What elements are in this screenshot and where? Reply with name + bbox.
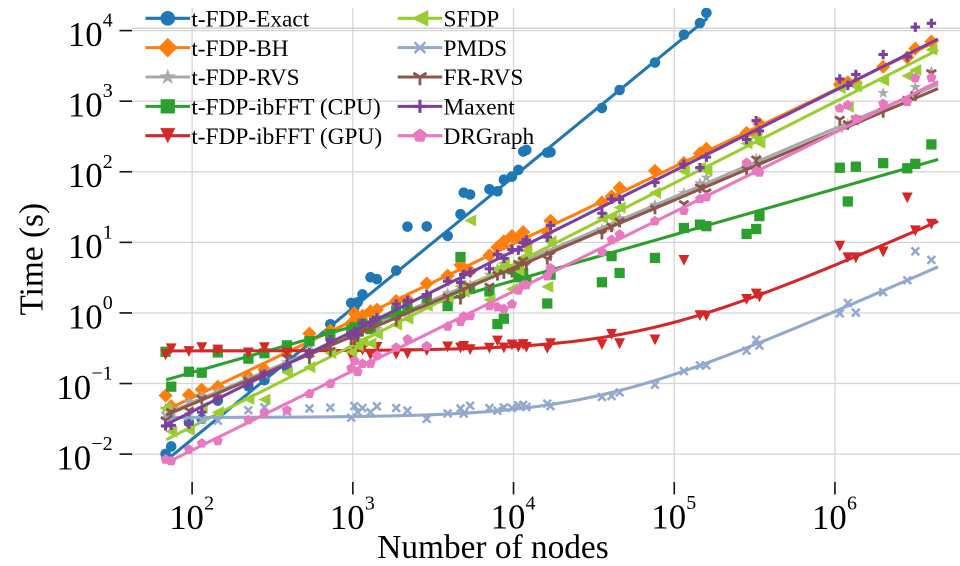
svg-text:t-FDP-ibFFT (CPU): t-FDP-ibFFT (CPU) [191,95,380,121]
svg-text:PMDS: PMDS [444,36,508,62]
svg-text:1 0 5: 1 0 5 [651,492,696,536]
svg-text:1 0 2: 1 0 2 [169,492,214,536]
svg-text:1 0 6: 1 0 6 [812,492,857,536]
svg-text:1 0 −: 1 0 − 1 [56,359,112,406]
svg-text:1 0 3: 1 0 3 [330,492,375,536]
svg-text:t-FDP-ibFFT (GPU): t-FDP-ibFFT (GPU) [191,124,382,150]
svg-text:1 0 2: 1 0 2 [68,151,113,195]
svg-text:1 0 3: 1 0 3 [68,80,113,124]
svg-text:1 0 −: 1 0 − 2 [56,430,112,477]
svg-text:FR-RVS: FR-RVS [444,65,524,91]
svg-text:DRGraph: DRGraph [444,124,535,150]
svg-text:SFDP: SFDP [444,6,500,32]
svg-text:1 0 4: 1 0 4 [68,10,113,54]
svg-text:t-FDP-RVS: t-FDP-RVS [191,65,299,91]
svg-text:t-FDP-Exact: t-FDP-Exact [191,6,309,32]
svg-text:Number of nodes: Number of nodes [377,529,608,566]
svg-text:t-FDP-BH: t-FDP-BH [191,36,288,62]
svg-text:1 0 0: 1 0 0 [68,292,113,336]
svg-text:Maxent: Maxent [444,95,516,121]
svg-text:1 0 1: 1 0 1 [68,221,113,265]
svg-text:Time (s): Time (s) [14,203,51,316]
svg-text:1 0 4: 1 0 4 [491,492,536,536]
